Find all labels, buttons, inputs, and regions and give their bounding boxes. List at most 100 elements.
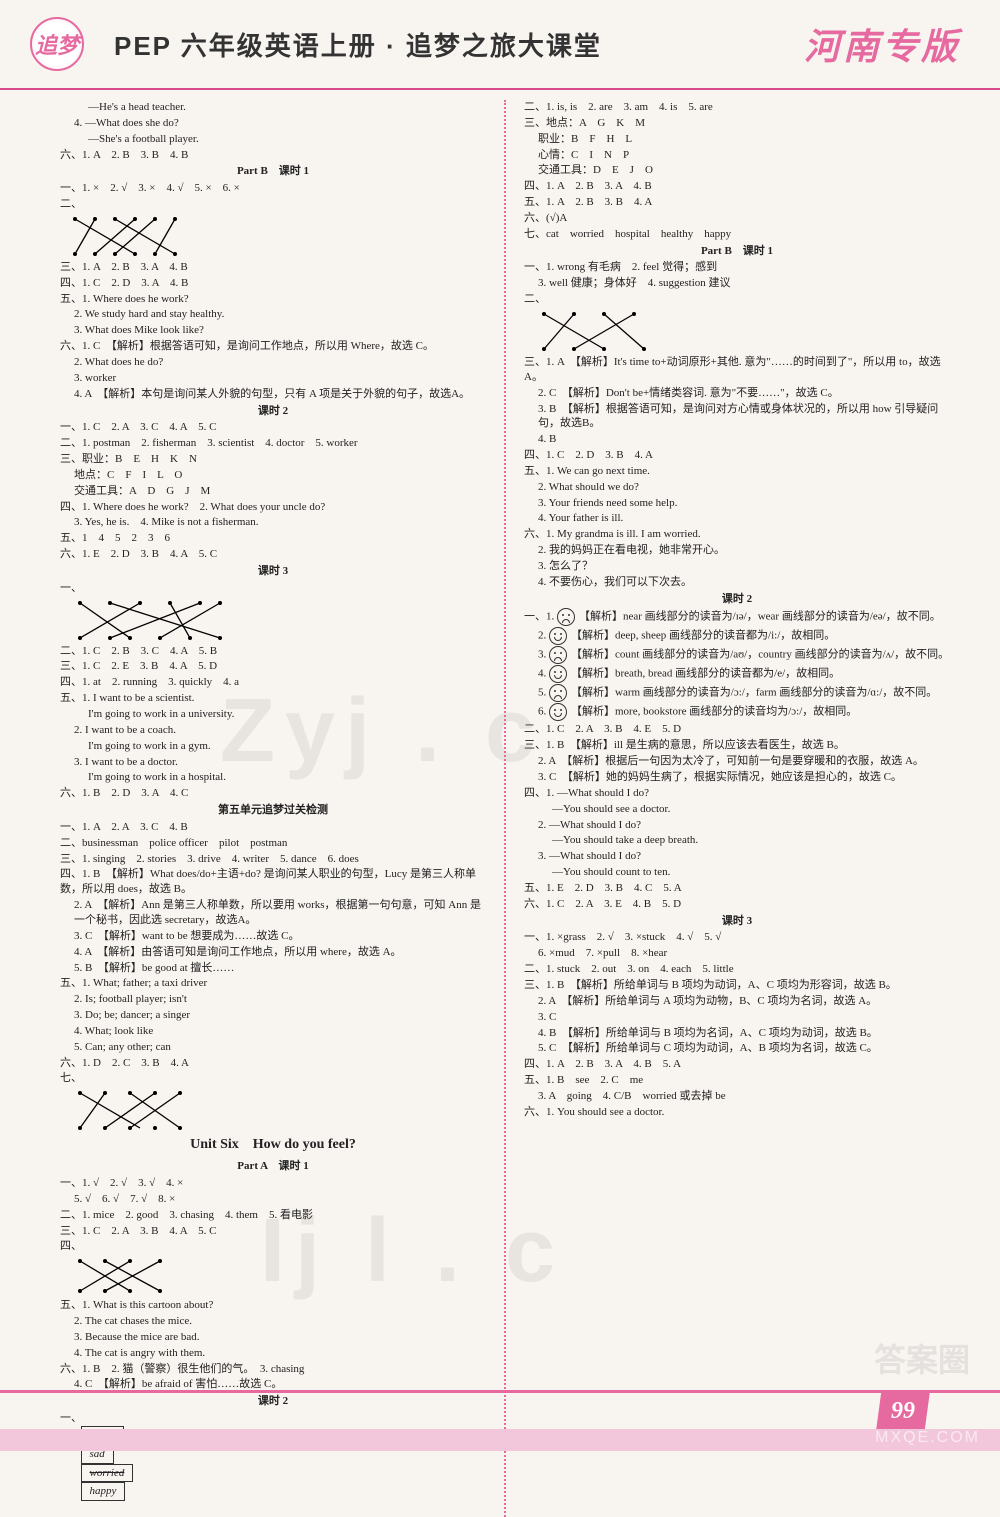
text-line: 六、1. C 2. A 3. E 4. B 5. D [524,897,950,912]
unit-title: Unit Six How do you feel? [60,1136,486,1155]
text-line: 六、1. E 2. D 3. B 4. A 5. C [60,547,486,562]
text-line: 一、1. C 2. A 3. C 4. A 5. C [60,420,486,435]
text-line: 心情：C I N P [524,148,950,163]
text-line: 3. C 【解析】她的妈妈生病了，根据实际情况，她应该是担心的，故选 C。 [524,770,950,785]
text-line: 五、1. E 2. D 3. B 4. C 5. A [524,881,950,896]
text-line: 3. B 【解析】根据答语可知，是询问对方心情或身体状况的，所以用 how 引导… [524,402,950,432]
text-line: —You should see a doctor. [524,802,950,817]
happy-face-icon [549,703,567,721]
text-line: 三、1. B 【解析】ill 是生病的意思，所以应该去看医生，故选 B。 [524,738,950,753]
section-title: 课时 2 [60,1394,486,1409]
text-line: 五、1. We can go next time. [524,464,950,479]
text-line: 2. What should we do? [524,480,950,495]
text-line: 2. We study hard and stay healthy. [60,307,486,322]
text-line: 一、1. A 2. A 3. C 4. B [60,820,486,835]
text-inline: 【解析】more, bookstore 画线部分的读音均为/ɔ:/，故相同。 [571,706,857,718]
logo-badge: 追梦 [30,17,84,71]
text-line: 五、1. B see 2. C me [524,1073,950,1088]
text-line: 一、1. × 2. √ 3. × 4. √ 5. × 6. × [60,181,486,196]
text-line: 2. I want to be a coach. [60,723,486,738]
text-line: 四、1. at 2. running 3. quickly 4. a [60,675,486,690]
text-line: 五、1 4 5 2 3 6 [60,531,486,546]
text-line: 5. C 【解析】所给单词与 C 项均为动词，A、B 项均为名词，故选 C。 [524,1041,950,1056]
text-line: 五、1. What; father; a taxi driver [60,976,486,991]
text-inline: 【解析】near 画线部分的读音为/ɪə/，wear 画线部分的读音为/eə/，… [579,611,941,623]
text-line: 5. √ 6. √ 7. √ 8. × [60,1192,486,1207]
right-column: 二、1. is, is 2. are 3. am 4. is 5. are 三、… [524,100,950,1517]
sad-face-icon [549,684,567,702]
word-box: worried [81,1464,134,1483]
text-line: 七、cat worried hospital healthy happy [524,227,950,242]
text-line: 三、1. A 2. B 3. A 4. B [60,260,486,275]
text-line: 2. —What should I do? [524,818,950,833]
text-line: 二、1. C 2. A 3. B 4. E 5. D [524,722,950,737]
text-inline: 【解析】deep, sheep 画线部分的读音都为/i:/，故相同。 [571,630,835,642]
text-line: 三、1. singing 2. stories 3. drive 4. writ… [60,852,486,867]
header-edition: 河南专版 [804,18,960,70]
text-line: 4. What; look like [60,1024,486,1039]
text-line: 2. What does he do? [60,355,486,370]
text-line: 3. A going 4. C/B worried 或去掉 be [524,1089,950,1104]
text-line: 三、1. C 2. A 3. B 4. A 5. C [60,1224,486,1239]
text-line: 3. Yes, he is. 4. Mike is not a fisherma… [60,515,486,530]
text-line: 四、1. Where does he work? 2. What does yo… [60,500,486,515]
text-line: 4. B [524,432,950,447]
text-line: 3. C 【解析】want to be 想要成为……故选 C。 [60,929,486,944]
text-line: 四、1. B 【解析】What does/do+主语+do? 是询问某人职业的句… [60,867,486,897]
text-line: 4. B 【解析】所给单词与 B 项均为名词，A、C 项均为动词，故选 B。 [524,1026,950,1041]
text-line: 4. —What does she do? [60,116,486,131]
face-line: 5. 【解析】warm 画线部分的读音为/ɔ:/，farm 画线部分的读音为/ɑ… [524,684,950,702]
text-line: 六、1. A 2. B 3. B 4. B [60,148,486,163]
sad-face-icon [549,646,567,664]
sad-face-icon [557,608,575,626]
face-line: 3. 【解析】count 画线部分的读音为/aʊ/，country 画线部分的读… [524,646,950,664]
text-line: 二、1. postman 2. fisherman 3. scientist 4… [60,436,486,451]
text-inline: 【解析】count 画线部分的读音为/aʊ/，country 画线部分的读音为/… [571,649,949,661]
text-line: 四、 [60,1239,486,1254]
text-line: 六、1. B 2. 猫（警察）很生他们的气。 3. chasing [60,1362,486,1377]
text-line: 3. Your friends need some help. [524,496,950,511]
text-line: 3. I want to be a doctor. [60,755,486,770]
text-line: 交通工具：D E J O [524,163,950,178]
text-line: 地点：C F I L O [60,468,486,483]
watermark-site: MXQE.COM [875,1429,980,1447]
text-line: 2. Is; football player; isn't [60,992,486,1007]
text-line: I'm going to work in a hospital. [60,770,486,785]
header-title: PEP 六年级英语上册 · 追梦之旅大课堂 [114,26,602,63]
text-inline: 【解析】breath, bread 画线部分的读音都为/e/，故相同。 [571,668,840,680]
face-line: 4. 【解析】breath, bread 画线部分的读音都为/e/，故相同。 [524,665,950,683]
text-line: 3. —What should I do? [524,849,950,864]
text-line: 二、 [524,292,950,307]
text-line: 五、1. A 2. B 3. B 4. A [524,195,950,210]
text-line: 职业：B F H L [524,132,950,147]
text-line: 二、1. C 2. B 3. C 4. A 5. B [60,644,486,659]
text-line: 5. B 【解析】be good at 擅长…… [60,961,486,976]
text-line: 4. Your father is ill. [524,511,950,526]
text-line: 2. A 【解析】根据后一句因为太冷了，可知前一句是要穿暖和的衣服，故选 A。 [524,754,950,769]
text-line: 一、1. ×grass 2. √ 3. ×stuck 4. √ 5. √ [524,930,950,945]
text-line: 2. A 【解析】Ann 是第三人称单数，所以要用 works，根据第一句句意，… [60,898,486,928]
page-number: 99 [876,1391,930,1431]
text-line: 3. Do; be; dancer; a singer [60,1008,486,1023]
text-line: 二、1. stuck 2. out 3. on 4. each 5. littl… [524,962,950,977]
column-divider [504,100,506,1517]
happy-face-icon [549,627,567,645]
text-line: 4. A 【解析】由答语可知是询问工作地点，所以用 where，故选 A。 [60,945,486,960]
text-line: 3. worker [60,371,486,386]
text-line: 六、1. You should see a doctor. [524,1105,950,1120]
text-line: 6. ×mud 7. ×pull 8. ×hear [524,946,950,961]
text-line: 4. 不要伤心，我们可以下次去。 [524,575,950,590]
text-line: 五、1. What is this cartoon about? [60,1298,486,1313]
matching-diagram [534,309,654,353]
section-title: Part B 课时 1 [524,244,950,259]
face-line: 2. 【解析】deep, sheep 画线部分的读音都为/i:/，故相同。 [524,627,950,645]
text-line: 四、1. A 2. B 3. A 4. B 5. A [524,1057,950,1072]
matching-diagram [70,214,190,258]
left-column: —He's a head teacher. 4. —What does she … [60,100,486,1517]
happy-face-icon [549,665,567,683]
section-title: 课时 3 [524,914,950,929]
matching-diagram [70,598,230,642]
section-title: 课时 2 [60,404,486,419]
text-line: 4. The cat is angry with them. [60,1346,486,1361]
face-line: 6. 【解析】more, bookstore 画线部分的读音均为/ɔ:/，故相同… [524,703,950,721]
